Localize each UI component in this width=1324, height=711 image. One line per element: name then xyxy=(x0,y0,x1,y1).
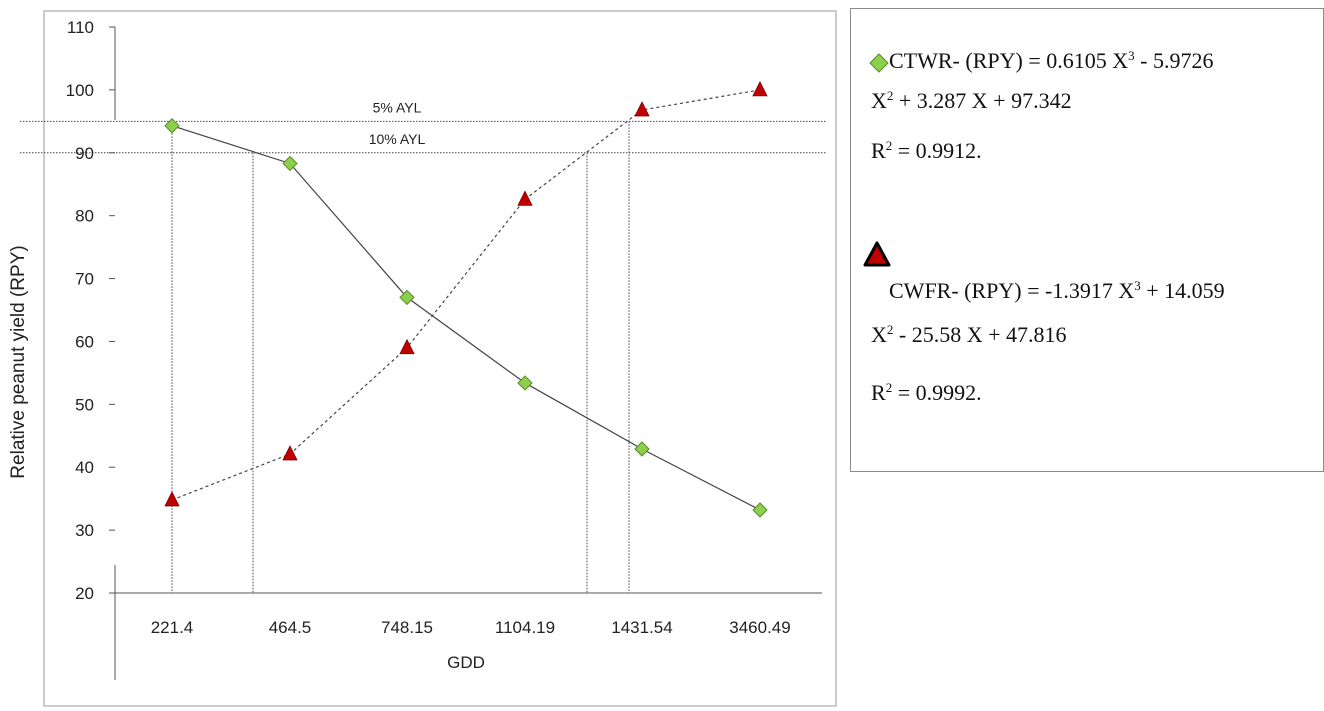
y-tick-label: 80 xyxy=(75,207,94,226)
ctwr-r-squared: R2 = 0.9912. xyxy=(871,133,982,164)
y-tick-label: 30 xyxy=(75,521,94,540)
data-point-cwfr xyxy=(282,445,298,461)
data-point-cwfr xyxy=(399,338,415,355)
data-point-cwfr xyxy=(164,491,180,507)
chart-area: 5% AYL 10% AYL 20 30 40 50 60 70 80 90 100 110 221… xyxy=(8,10,837,707)
cwfr-eq-text-2b: - 25.58 X + 47.816 xyxy=(893,322,1067,347)
data-point-ctwr xyxy=(164,118,180,134)
superscript: 3 xyxy=(1128,48,1135,63)
ctwr-eq-text-2a: X xyxy=(871,88,887,113)
cwfr-r-squared: R2 = 0.9992. xyxy=(871,375,982,406)
data-point-cwfr xyxy=(517,190,533,206)
superscript: 3 xyxy=(1134,278,1141,293)
x-tick-label: 1431.54 xyxy=(611,618,672,637)
cwfr-eq-text-1b: + 14.059 xyxy=(1140,278,1225,303)
data-point-ctwr xyxy=(752,502,768,518)
x-tick-label: 3460.49 xyxy=(729,618,790,637)
superscript: 2 xyxy=(885,138,893,153)
triangle-marker-icon xyxy=(863,241,891,267)
ctwr-r2-a: R xyxy=(871,138,886,163)
x-tick-label: 748.15 xyxy=(381,618,433,637)
y-tick-label: 110 xyxy=(67,18,94,37)
superscript: 2 xyxy=(886,88,894,103)
series-line-ctwr xyxy=(171,125,761,511)
x-tick-label: 464.5 xyxy=(269,618,312,637)
ctwr-eq-text-1b: - 5.9726 xyxy=(1134,48,1214,73)
ctwr-equation-line-1: CTWR- (RPY) = 0.6105 X3 - 5.9726 xyxy=(869,43,1213,74)
y-tick-label: 20 xyxy=(75,584,94,603)
chart-frame xyxy=(43,10,837,707)
cwfr-equation-line-2: X2 - 25.58 X + 47.816 xyxy=(871,317,1067,348)
superscript: 2 xyxy=(885,380,893,395)
y-axis-title: Relative peanut yield (RPY) xyxy=(8,245,29,478)
ctwr-equation-line-2: X2 + 3.287 X + 97.342 xyxy=(871,83,1072,114)
series-line-cwfr xyxy=(171,89,761,501)
data-point-ctwr xyxy=(399,289,415,306)
ctwr-r2-b: = 0.9912. xyxy=(892,138,982,163)
y-tick-label: 40 xyxy=(75,458,94,477)
data-point-ctwr xyxy=(634,441,650,457)
data-point-ctwr xyxy=(517,375,533,391)
cwfr-r2-b: = 0.9992. xyxy=(892,380,982,405)
diamond-marker-icon xyxy=(869,53,889,73)
x-tick-label: 221.4 xyxy=(151,618,194,637)
x-tick-label: 1104.19 xyxy=(495,618,555,637)
y-tick-label: 70 xyxy=(75,270,94,289)
cwfr-r2-a: R xyxy=(871,380,886,405)
ctwr-eq-text-1a: CTWR- (RPY) = 0.6105 X xyxy=(889,48,1129,73)
y-tick-label: 60 xyxy=(75,332,94,351)
data-point-cwfr xyxy=(634,101,650,117)
cwfr-equation-line-1: CWFR- (RPY) = -1.3917 X3 + 14.059 xyxy=(889,273,1225,304)
cwfr-eq-text-1a: CWFR- (RPY) = -1.3917 X xyxy=(889,278,1135,303)
y-tick-label: 50 xyxy=(75,395,94,414)
cwfr-eq-text-2a: X xyxy=(871,322,887,347)
equation-legend: CTWR- (RPY) = 0.6105 X3 - 5.9726 X2 + 3.… xyxy=(850,8,1324,472)
data-point-cwfr xyxy=(752,80,768,97)
ref-line-label: 10% AYL xyxy=(369,131,426,147)
data-point-ctwr xyxy=(282,155,298,172)
y-tick-label: 90 xyxy=(75,144,94,163)
superscript: 2 xyxy=(886,322,894,337)
ctwr-eq-text-2b: + 3.287 X + 97.342 xyxy=(893,88,1072,113)
x-axis-title: GDD xyxy=(447,653,485,672)
y-tick-label: 100 xyxy=(66,81,94,100)
ref-line-label: 5% AYL xyxy=(373,99,422,115)
